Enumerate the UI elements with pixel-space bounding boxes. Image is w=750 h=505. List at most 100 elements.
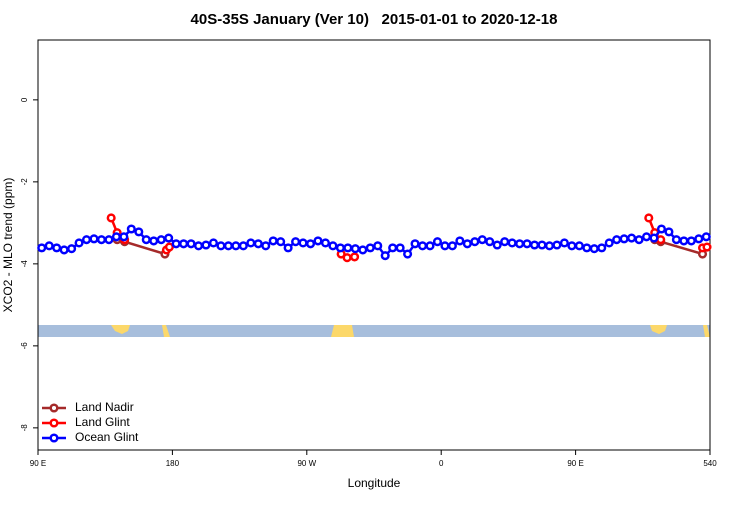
data-point (455, 236, 465, 246)
data-point (417, 241, 428, 251)
data-point (216, 241, 226, 251)
data-point (246, 238, 256, 248)
data-point (313, 236, 323, 246)
data-point (350, 244, 360, 254)
data-point (96, 235, 107, 245)
data-point (81, 235, 92, 245)
legend-swatch-marker (49, 403, 59, 413)
data-point (268, 236, 278, 246)
ocean-band (38, 325, 710, 337)
data-point (612, 235, 622, 245)
data-point (343, 243, 353, 253)
data-point (447, 241, 457, 251)
data-point (432, 237, 443, 247)
data-point (305, 239, 316, 249)
data-point (320, 238, 331, 248)
data-point (208, 238, 219, 248)
data-point (104, 235, 114, 245)
data-point (410, 239, 420, 249)
data-point (597, 243, 607, 253)
data-point (582, 243, 592, 253)
legend-label: Land Glint (75, 415, 130, 429)
y-tick-label: 0 (20, 97, 29, 102)
x-tick-label: 540 (703, 459, 717, 468)
data-point (223, 241, 233, 251)
data-point (291, 237, 301, 247)
data-point (507, 238, 517, 248)
data-point (395, 243, 405, 253)
data-point (276, 237, 286, 247)
data-point (656, 224, 667, 234)
land (331, 325, 354, 337)
legend-swatch-marker (49, 433, 59, 443)
data-point (649, 233, 659, 243)
data-point (686, 236, 696, 246)
data-point (141, 235, 151, 245)
land (703, 325, 710, 337)
data-point (485, 237, 495, 247)
y-tick-label: -6 (20, 342, 29, 350)
y-tick-label: -2 (20, 178, 29, 186)
data-point (164, 233, 174, 243)
data-point (589, 244, 599, 254)
data-point (403, 249, 413, 259)
data-point (134, 227, 144, 237)
x-tick-label: 90 E (30, 459, 46, 468)
data-point (298, 238, 308, 248)
x-tick-label: 90 W (297, 459, 316, 468)
data-point (149, 236, 159, 246)
data-point (537, 240, 547, 250)
data-point (515, 239, 525, 249)
data-point (462, 239, 472, 249)
data-point (283, 243, 293, 253)
data-point (342, 253, 352, 263)
data-point (567, 241, 577, 251)
data-point (604, 238, 614, 248)
data-point (559, 238, 569, 248)
data-point (522, 239, 532, 249)
land (162, 325, 170, 337)
land (111, 325, 130, 334)
data-point (664, 227, 674, 237)
legend-swatch-marker (49, 418, 59, 428)
data-point (261, 241, 271, 251)
data-point (74, 238, 84, 248)
y-tick-label: -8 (20, 424, 29, 432)
data-point (193, 241, 204, 251)
data-point (529, 240, 540, 250)
data-point (492, 240, 502, 250)
data-point (500, 237, 510, 247)
data-point (119, 232, 129, 242)
data-point (253, 239, 263, 249)
data-point (388, 243, 398, 253)
plot-layer: -8 -6 -4 -2 0 90 E 180 90 W 0 90 E 540 Land NadirLa… (20, 97, 717, 468)
y-axis-label: XCO2 - MLO trend (ppm) (1, 178, 15, 313)
data-point (619, 234, 629, 244)
data-point (679, 236, 689, 246)
data-point (179, 239, 189, 249)
data-point (164, 242, 174, 252)
data-point (171, 239, 181, 249)
data-point (44, 241, 54, 251)
data-point (702, 242, 712, 252)
legend-label: Land Nadir (75, 400, 134, 414)
data-point (671, 235, 681, 245)
data-point (126, 224, 136, 234)
data-point (358, 245, 368, 255)
data-point (201, 240, 211, 250)
data-point (634, 235, 644, 245)
data-point (380, 251, 390, 261)
data-point (350, 252, 360, 262)
data-point (59, 245, 69, 255)
data-point (641, 232, 652, 242)
data-point (544, 241, 555, 251)
x-axis-label: Longitude (348, 476, 401, 490)
land (650, 325, 667, 334)
data-point (67, 244, 77, 254)
data-point (335, 243, 345, 253)
data-point (627, 233, 637, 243)
data-point (425, 241, 435, 251)
data-point (52, 243, 62, 253)
